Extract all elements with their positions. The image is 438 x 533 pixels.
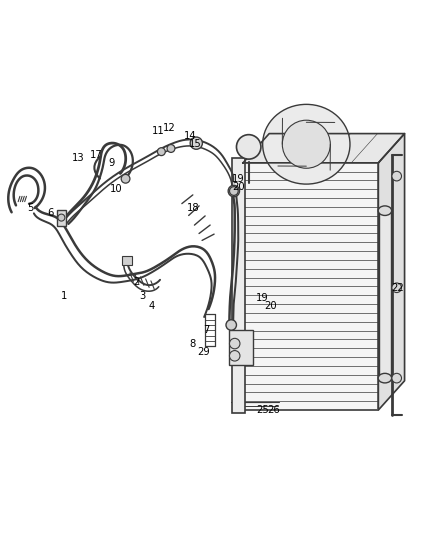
Text: 22: 22: [392, 283, 404, 293]
Text: 12: 12: [162, 123, 175, 133]
Polygon shape: [243, 134, 405, 163]
Circle shape: [121, 174, 130, 183]
Text: 8: 8: [190, 338, 196, 349]
Text: 11: 11: [152, 126, 164, 136]
Text: 13: 13: [72, 152, 85, 163]
Ellipse shape: [263, 104, 350, 184]
Circle shape: [157, 148, 165, 156]
Text: 3: 3: [139, 290, 146, 301]
Circle shape: [228, 185, 240, 197]
Text: 1: 1: [61, 290, 67, 301]
Text: 10: 10: [110, 184, 123, 195]
Circle shape: [230, 351, 240, 361]
Text: 14: 14: [184, 131, 197, 141]
Circle shape: [190, 137, 202, 149]
FancyArrowPatch shape: [94, 157, 100, 179]
Bar: [379, 211, 391, 378]
Text: 20: 20: [232, 182, 245, 192]
Text: 25: 25: [256, 405, 269, 415]
Circle shape: [230, 338, 240, 349]
Text: 6: 6: [48, 208, 54, 219]
Text: 29: 29: [198, 346, 210, 357]
Text: 2: 2: [133, 278, 139, 287]
Bar: [243, 163, 378, 410]
Bar: [122, 256, 132, 265]
Text: 19: 19: [232, 174, 245, 184]
Bar: [232, 158, 245, 413]
Text: 4: 4: [148, 301, 155, 311]
Text: 5: 5: [27, 203, 34, 213]
Text: 20: 20: [264, 301, 277, 311]
Bar: [57, 209, 66, 225]
Text: 9: 9: [109, 158, 115, 168]
Circle shape: [226, 320, 237, 330]
Text: 17: 17: [89, 150, 102, 160]
Circle shape: [237, 135, 261, 159]
Circle shape: [58, 214, 65, 221]
Text: 15: 15: [189, 139, 201, 149]
Circle shape: [230, 187, 238, 196]
Circle shape: [392, 283, 402, 293]
Ellipse shape: [378, 206, 392, 215]
Bar: [230, 330, 254, 365]
Circle shape: [392, 171, 402, 181]
Polygon shape: [378, 134, 405, 410]
Ellipse shape: [378, 373, 392, 383]
Circle shape: [283, 120, 330, 168]
Circle shape: [167, 144, 175, 152]
Text: 26: 26: [267, 405, 280, 415]
Text: 7: 7: [203, 325, 209, 335]
Text: 18: 18: [187, 203, 199, 213]
Circle shape: [392, 373, 402, 383]
Text: 19: 19: [256, 293, 269, 303]
